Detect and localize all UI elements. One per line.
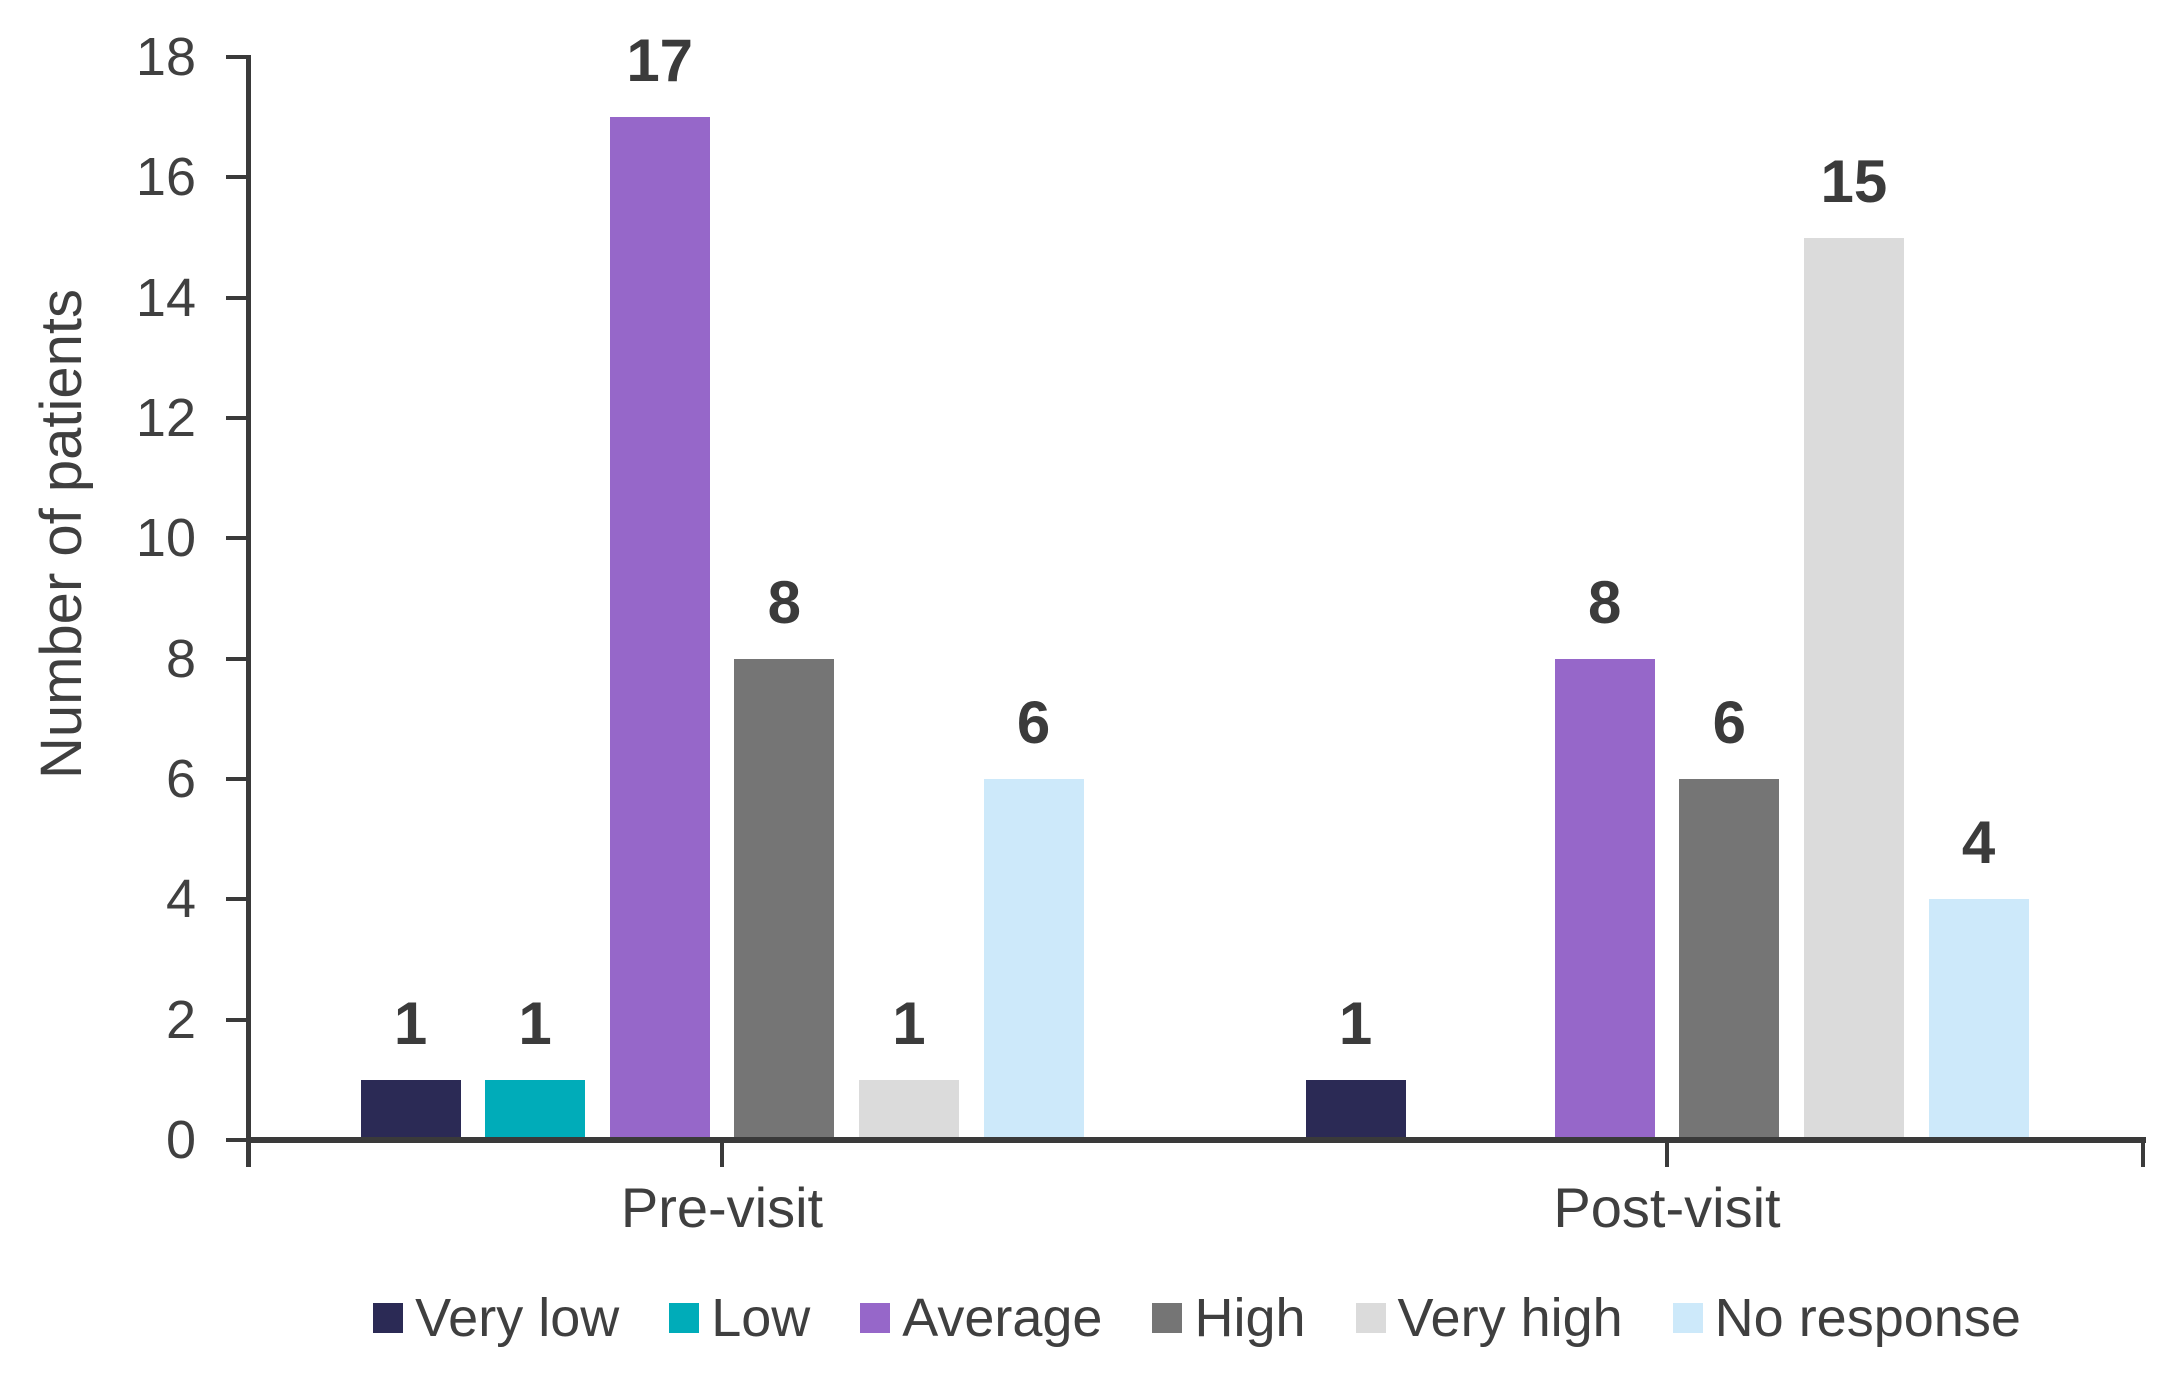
legend-swatch-high bbox=[1152, 1303, 1183, 1333]
bar-post-visit-high bbox=[1679, 779, 1780, 1140]
legend-item-high: High bbox=[1152, 1287, 1306, 1349]
legend-item-very-high: Very high bbox=[1355, 1287, 1623, 1349]
legend-item-no-response: No response bbox=[1672, 1287, 2021, 1349]
legend-label: High bbox=[1194, 1288, 1306, 1348]
y-tick bbox=[226, 897, 248, 902]
legend-swatch-low bbox=[669, 1303, 700, 1333]
bar-value-label: 1 bbox=[892, 989, 926, 1057]
bar-value-label: 8 bbox=[1588, 568, 1622, 636]
bar-value-label: 15 bbox=[1820, 147, 1888, 215]
y-tick-label: 0 bbox=[165, 1110, 196, 1170]
y-tick bbox=[226, 777, 248, 781]
y-tick-label: 2 bbox=[165, 989, 196, 1050]
bar-pre-visit-very-high bbox=[858, 1079, 959, 1140]
y-tick bbox=[226, 55, 248, 59]
legend-label: Very high bbox=[1397, 1288, 1623, 1348]
bar-value-label: 1 bbox=[1338, 989, 1373, 1057]
y-tick bbox=[226, 295, 248, 300]
y-tick-label: 8 bbox=[165, 628, 196, 689]
legend-label: Average bbox=[902, 1288, 1103, 1348]
bar-value-label: 6 bbox=[1016, 689, 1051, 756]
legend-label: Low bbox=[711, 1288, 811, 1348]
y-axis-line bbox=[246, 55, 251, 1167]
bar-post-visit-very-high bbox=[1803, 237, 1904, 1140]
legend-swatch-average bbox=[860, 1303, 891, 1333]
legend: Very low Low Average High Very high No respon… bbox=[248, 1286, 2146, 1350]
bar-post-visit-no-response bbox=[1928, 899, 2029, 1140]
y-tick bbox=[226, 416, 248, 420]
bar-pre-visit-low bbox=[485, 1079, 586, 1140]
x-axis-line bbox=[246, 1137, 2146, 1143]
bar-pre-visit-average bbox=[609, 117, 710, 1140]
legend-item-average: Average bbox=[860, 1287, 1102, 1349]
bar-pre-visit-high bbox=[734, 658, 835, 1140]
legend-item-very-low: Very low bbox=[373, 1287, 619, 1349]
y-tick bbox=[226, 536, 248, 541]
y-tick-label: 14 bbox=[135, 267, 196, 328]
bar-value-label: 4 bbox=[1961, 809, 1996, 877]
y-tick-label: 6 bbox=[165, 749, 196, 809]
bar-value-label: 1 bbox=[518, 989, 552, 1057]
y-tick bbox=[226, 1017, 248, 1022]
y-tick bbox=[226, 175, 248, 180]
bar-post-visit-very-low bbox=[1305, 1079, 1406, 1140]
x-tick bbox=[1665, 1140, 1669, 1167]
legend-label: No response bbox=[1714, 1288, 2021, 1348]
legend-item-low: Low bbox=[669, 1287, 810, 1349]
y-tick-label: 18 bbox=[135, 27, 196, 87]
legend-label: Very low bbox=[415, 1288, 620, 1348]
y-tick-label: 10 bbox=[135, 508, 196, 569]
category-label-pre-visit: Pre-visit bbox=[620, 1176, 824, 1239]
bar-value-label: 17 bbox=[626, 27, 694, 95]
legend-swatch-very-low bbox=[373, 1303, 404, 1333]
legend-swatch-very-high bbox=[1355, 1303, 1386, 1333]
bar-pre-visit-no-response bbox=[983, 779, 1084, 1140]
bar-post-visit-average bbox=[1554, 658, 1655, 1140]
bar-pre-visit-very-low bbox=[360, 1079, 461, 1140]
x-tick bbox=[720, 1140, 724, 1167]
bar-value-label: 8 bbox=[767, 568, 801, 636]
y-tick bbox=[226, 656, 248, 661]
y-tick-label: 16 bbox=[135, 147, 196, 208]
x-axis-end-tick bbox=[2141, 1140, 2145, 1167]
y-tick-label: 12 bbox=[135, 388, 196, 448]
legend-swatch-no-response bbox=[1672, 1303, 1703, 1333]
bar-value-label: 6 bbox=[1712, 689, 1746, 756]
y-tick bbox=[226, 1138, 248, 1142]
y-tick-label: 4 bbox=[165, 869, 196, 930]
category-label-post-visit: Post-visit bbox=[1553, 1176, 1781, 1239]
bar-value-label: 1 bbox=[393, 989, 428, 1057]
